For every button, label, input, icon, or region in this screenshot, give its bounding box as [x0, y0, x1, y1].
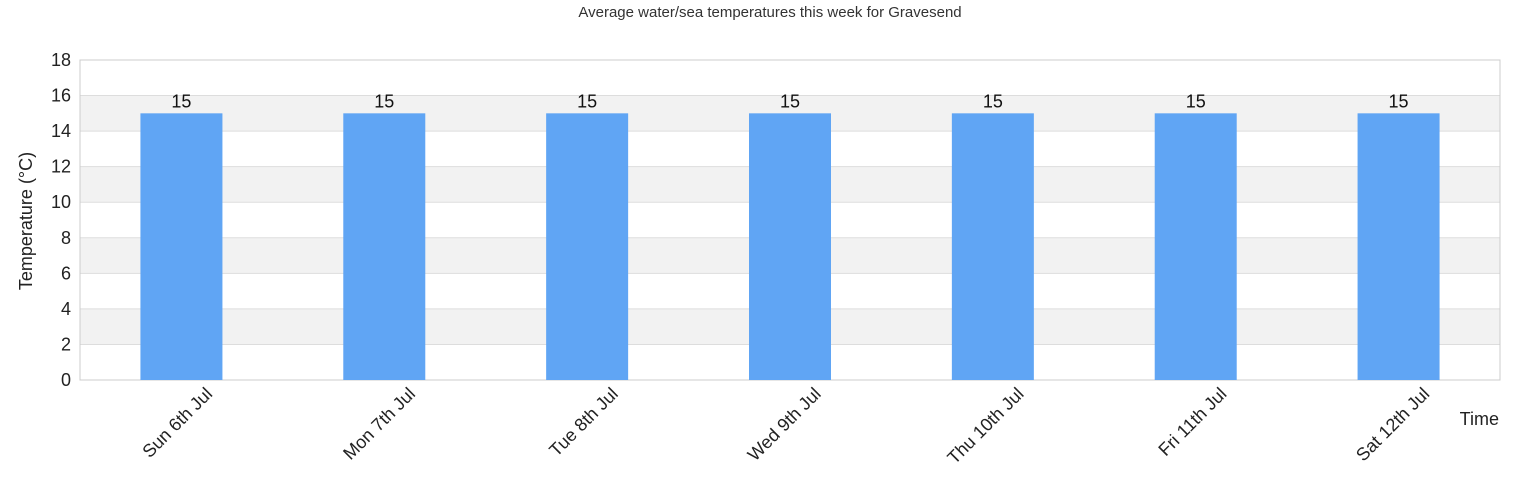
- y-tick-label: 4: [61, 299, 71, 319]
- bar: [951, 113, 1034, 380]
- data-label: 15: [1389, 91, 1409, 111]
- bars: [140, 113, 1440, 380]
- x-tick-label: Thu 10th Jul: [943, 384, 1027, 468]
- y-tick-label: 2: [61, 334, 71, 354]
- y-tick-label: 14: [51, 121, 71, 141]
- y-tick-label: 16: [51, 86, 71, 106]
- bar: [749, 113, 831, 380]
- x-tick-label: Tue 8th Jul: [545, 384, 622, 461]
- data-label: 15: [577, 91, 597, 111]
- y-tick-label: 6: [61, 263, 71, 283]
- y-tick-label: 10: [51, 192, 71, 212]
- x-tick-label: Sat 12th Jul: [1352, 384, 1433, 465]
- data-labels: 15 15 15 15 15 15 15: [171, 91, 1408, 111]
- bar: [1154, 113, 1237, 380]
- x-tick-label: Fri 11th Jul: [1154, 384, 1230, 460]
- x-axis-ticks: Sun 6th Jul Mon 7th Jul Tue 8th Jul Wed 9th…: [138, 384, 1433, 468]
- y-tick-label: 8: [61, 228, 71, 248]
- y-tick-label: 12: [51, 157, 71, 177]
- x-axis-label: Time: [1460, 409, 1499, 429]
- data-label: 15: [171, 91, 191, 111]
- y-tick-label: 18: [51, 50, 71, 70]
- data-label: 15: [374, 91, 394, 111]
- chart-title: Average water/sea temperatures this week…: [578, 4, 961, 21]
- x-tick-label: Mon 7th Jul: [339, 384, 419, 464]
- y-axis-label: Temperature (°C): [16, 152, 36, 290]
- y-tick-label: 0: [61, 370, 71, 390]
- x-tick-label: Wed 9th Jul: [744, 384, 825, 465]
- y-axis-ticks: 0 2 4 6 8 10 12 14 16 18: [51, 50, 71, 390]
- bar: [546, 113, 629, 380]
- data-label: 15: [983, 91, 1003, 111]
- data-label: 15: [1186, 91, 1206, 111]
- x-tick-label: Sun 6th Jul: [138, 384, 216, 462]
- bar: [343, 113, 426, 380]
- bar: [140, 113, 223, 380]
- data-label: 15: [780, 91, 800, 111]
- bar: [1357, 113, 1440, 380]
